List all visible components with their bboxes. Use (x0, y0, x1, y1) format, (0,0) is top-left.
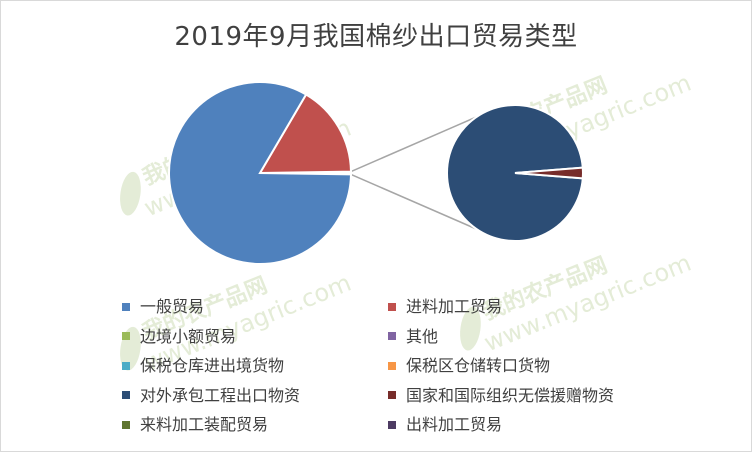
legend-label: 出料加工贸易 (406, 415, 503, 434)
legend-label: 其他 (406, 326, 439, 346)
secondary-pie-slice-1 (514, 166, 584, 180)
legend-label: 一般贸易 (140, 297, 205, 316)
legend-swatch (388, 361, 396, 370)
legend-label: 保税仓库进出境货物 (140, 356, 285, 375)
legend-item: 边境小额贸易 (122, 325, 236, 349)
main-pie-slice-0 (168, 81, 353, 265)
legend-swatch (388, 391, 396, 399)
legend-label: 保税区仓储转口货物 (406, 356, 551, 375)
main-pie-slice-1 (258, 93, 353, 175)
legend-item: 保税区仓储转口货物 (388, 354, 550, 378)
legend-label: 边境小额贸易 (140, 326, 237, 346)
legend-swatch (388, 420, 396, 429)
legend-item: 国家和国际组织无偿援赠物资 (388, 384, 614, 408)
legend-item: 其他 (388, 325, 438, 349)
legend-item: 对外承包工程出口物资 (122, 384, 300, 408)
legend-swatch (122, 332, 130, 340)
legend-item: 保税仓库进出境货物 (122, 354, 284, 378)
legend-item: 进料加工贸易 (388, 295, 502, 319)
legend-item: 一般贸易 (122, 295, 204, 319)
chart-title: 2019年9月我国棉纱出口贸易类型 (174, 22, 578, 52)
legend-swatch (122, 302, 130, 311)
main-pie (168, 81, 353, 265)
legend-swatch (388, 302, 396, 311)
legend-label: 对外承包工程出口物资 (140, 385, 301, 405)
legend-swatch (388, 332, 396, 340)
legend-item: 出料加工贸易 (388, 413, 502, 437)
secondary-pie (446, 104, 584, 242)
legend-swatch (122, 361, 130, 370)
legend-label: 国家和国际组织无偿援赠物资 (406, 385, 615, 405)
legend-label: 来料加工装配贸易 (140, 415, 269, 434)
legend-label: 进料加工贸易 (406, 297, 503, 316)
legend-swatch (122, 420, 130, 429)
legend-swatch (122, 391, 130, 399)
legend-item: 来料加工装配贸易 (122, 413, 268, 437)
